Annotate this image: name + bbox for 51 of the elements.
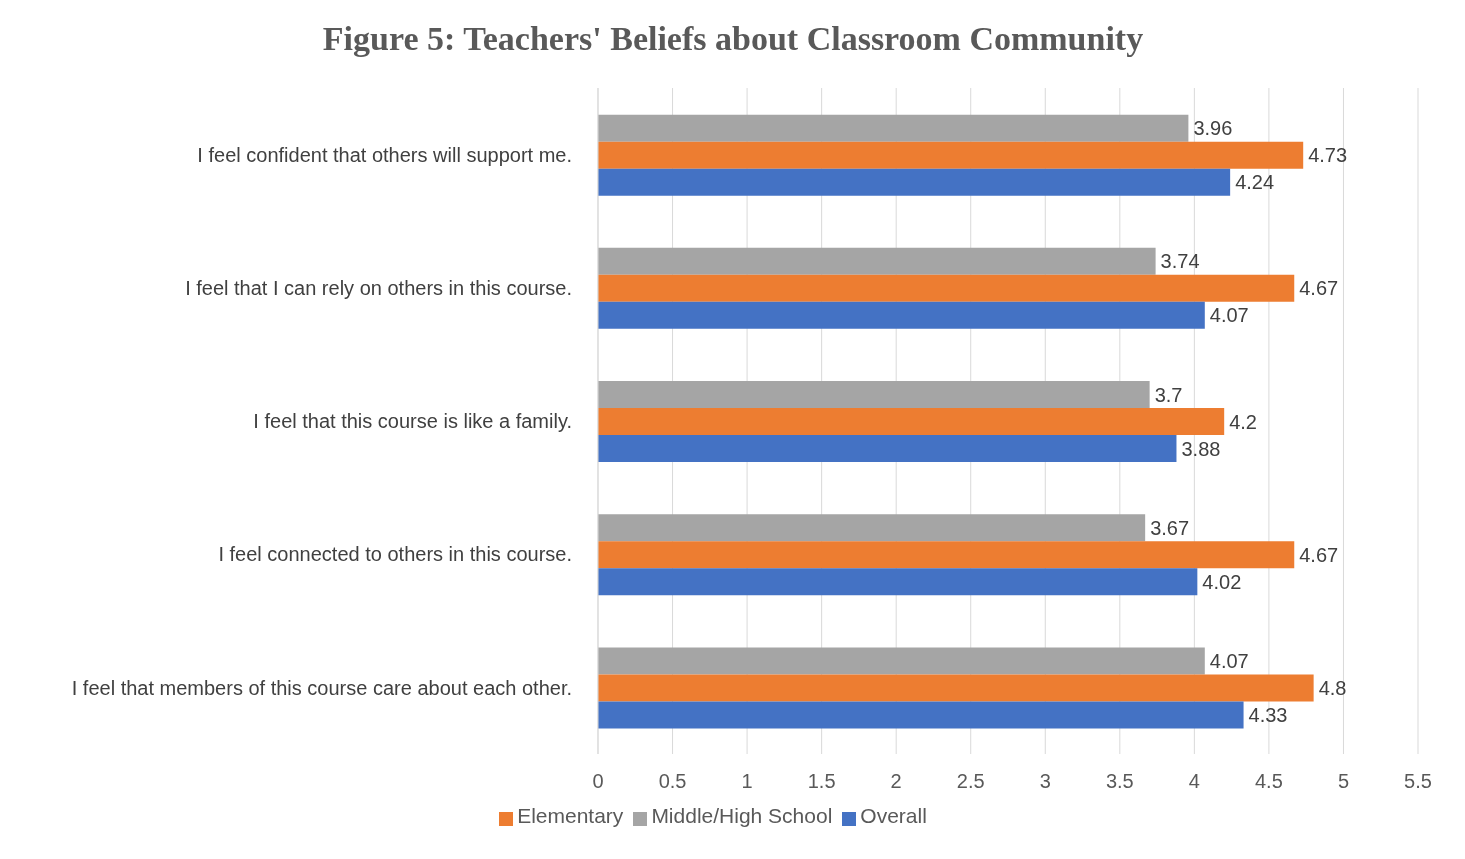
data-label: 4.33 (1248, 704, 1288, 727)
bar (598, 301, 1205, 329)
bar (598, 114, 1189, 142)
legend-label: Overall (860, 804, 927, 827)
data-label: 4.67 (1299, 543, 1339, 566)
bar (598, 168, 1231, 196)
data-label: 3.88 (1181, 437, 1221, 460)
bar (598, 141, 1304, 169)
x-tick-label: 1.5 (807, 770, 836, 793)
data-label: 3.96 (1193, 117, 1233, 140)
data-label: 3.74 (1160, 250, 1200, 273)
bar (598, 568, 1198, 596)
x-tick-label: 2.5 (956, 770, 985, 793)
bar (598, 247, 1156, 275)
legend-label: Elementary (517, 804, 624, 827)
x-tick-label: 4.5 (1255, 770, 1283, 793)
data-label: 4.07 (1209, 304, 1249, 327)
x-tick-label: 3.5 (1105, 770, 1134, 793)
data-label: 4.73 (1308, 144, 1348, 167)
x-tick-label: 0.5 (658, 770, 687, 793)
data-label: 4.2 (1229, 410, 1257, 433)
x-tick-label: 4 (1188, 770, 1200, 793)
data-label: 3.7 (1154, 383, 1183, 406)
data-label: 3.67 (1150, 516, 1190, 539)
legend-label: Middle/High School (651, 804, 833, 827)
y-tick-label: I feel that this course is like a family. (253, 410, 572, 433)
data-label: 4.8 (1318, 677, 1347, 700)
bar (598, 701, 1244, 729)
x-tick-label: 5 (1337, 770, 1350, 793)
bar (598, 541, 1295, 569)
bar (598, 408, 1225, 436)
x-tick-label: 2 (890, 770, 902, 793)
x-tick-label: 0 (592, 770, 604, 793)
bar (598, 274, 1295, 302)
bar (598, 381, 1150, 409)
x-tick-label: 1 (741, 770, 753, 793)
x-tick-label: 5.5 (1404, 770, 1432, 793)
x-tick-label: 3 (1039, 770, 1051, 793)
bar (598, 514, 1146, 542)
bar (598, 674, 1314, 702)
y-tick-label: I feel confident that others will support me. (197, 143, 572, 166)
chart-title: Figure 5: Teachers' Beliefs about Classroom Community (321, 20, 1145, 58)
bar (598, 647, 1205, 675)
data-label: 4.07 (1209, 650, 1249, 673)
y-tick-label: I feel connected to others in this course. (218, 543, 572, 566)
y-tick-label: I feel that members of this course care about each other. (71, 676, 572, 699)
y-tick-label: I feel that I can rely on others in this course. (185, 276, 572, 299)
data-label: 4.24 (1235, 171, 1275, 194)
data-label: 4.02 (1202, 570, 1242, 593)
bar (598, 435, 1177, 463)
data-label: 4.67 (1299, 277, 1339, 300)
